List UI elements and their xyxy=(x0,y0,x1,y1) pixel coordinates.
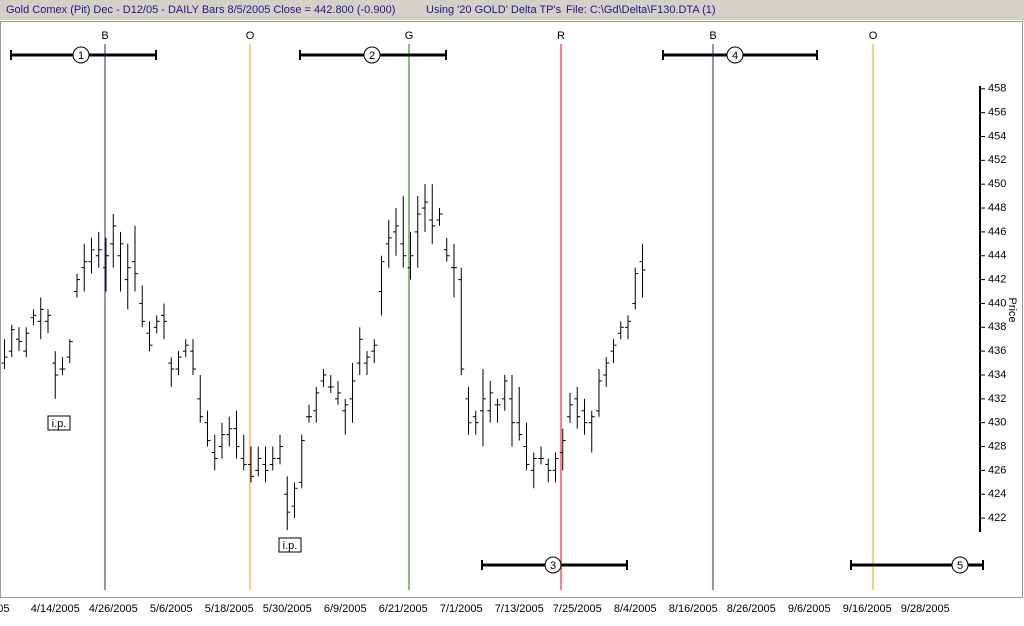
y-tick-label: 440 xyxy=(988,297,1006,309)
y-tick-label: 432 xyxy=(988,393,1006,405)
y-axis-label: Price xyxy=(1006,297,1018,322)
x-tick-label: 7/1/2005 xyxy=(440,603,483,615)
y-tick-label: 442 xyxy=(988,273,1006,285)
range-label: 2 xyxy=(369,50,375,62)
y-tick-label: 438 xyxy=(988,321,1006,333)
range-label: 3 xyxy=(550,560,556,572)
header-study: Using '20 GOLD' Delta TP's xyxy=(426,4,562,16)
cycle-label: O xyxy=(246,30,255,42)
ip-box xyxy=(278,537,302,553)
y-tick-label: 452 xyxy=(988,154,1006,166)
y-tick-label: 422 xyxy=(988,512,1006,524)
ip-label: i.p. xyxy=(52,418,67,430)
x-tick-label: 5/6/2005 xyxy=(150,603,193,615)
y-tick-label: 444 xyxy=(988,250,1006,262)
x-tick-label: 5/30/2005 xyxy=(263,603,312,615)
range-circle xyxy=(544,556,562,574)
cycle-label: R xyxy=(557,30,565,42)
cycle-label: O xyxy=(869,30,878,42)
y-tick-label: 458 xyxy=(988,83,1006,95)
y-tick-label: 436 xyxy=(988,345,1006,357)
ip-box xyxy=(47,415,71,431)
y-tick-label: 456 xyxy=(988,107,1006,119)
x-tick-label: 9/28/2005 xyxy=(901,603,950,615)
x-tick-label: 4/26/2005 xyxy=(89,603,138,615)
x-tick-label: 6/9/2005 xyxy=(324,603,367,615)
cycle-label: B xyxy=(101,30,108,42)
x-tick-label: 5/18/2005 xyxy=(205,603,254,615)
x-tick-label: 4/14/2005 xyxy=(31,603,80,615)
x-tick-label: 6/21/2005 xyxy=(379,603,428,615)
y-tick-label: 428 xyxy=(988,440,1006,452)
range-circle xyxy=(72,46,90,64)
range-label: 1 xyxy=(78,50,84,62)
range-circle xyxy=(363,46,381,64)
x-tick-label: 8/16/2005 xyxy=(669,603,718,615)
cycle-label: B xyxy=(709,30,716,42)
x-tick-label: 7/13/2005 xyxy=(495,603,544,615)
x-tick-label: 8/26/2005 xyxy=(727,603,776,615)
y-tick-label: 434 xyxy=(988,369,1006,381)
y-tick-label: 454 xyxy=(988,130,1006,142)
header-title: Gold Comex (Pit) Dec - D12/05 - DAILY Ba… xyxy=(6,4,395,16)
y-tick-label: 424 xyxy=(988,488,1006,500)
header-file: File: C:\Gd\Delta\F130.DTA (1) xyxy=(566,4,716,16)
y-tick-label: 446 xyxy=(988,226,1006,238)
range-circle xyxy=(951,556,969,574)
cycle-label: G xyxy=(405,30,414,42)
x-tick-label: 2005 xyxy=(0,603,9,615)
y-tick-label: 430 xyxy=(988,417,1006,429)
ip-label: i.p. xyxy=(283,540,298,552)
x-tick-label: 8/4/2005 xyxy=(614,603,657,615)
x-tick-label: 9/16/2005 xyxy=(843,603,892,615)
range-circle xyxy=(726,46,744,64)
y-tick-label: 426 xyxy=(988,464,1006,476)
x-tick-label: 7/25/2005 xyxy=(553,603,602,615)
header-bar xyxy=(0,0,1024,20)
y-tick-label: 448 xyxy=(988,202,1006,214)
range-label: 5 xyxy=(957,560,963,572)
x-tick-label: 9/6/2005 xyxy=(788,603,831,615)
y-tick-label: 450 xyxy=(988,178,1006,190)
range-label: 4 xyxy=(732,50,738,62)
plot-frame xyxy=(0,21,1023,598)
